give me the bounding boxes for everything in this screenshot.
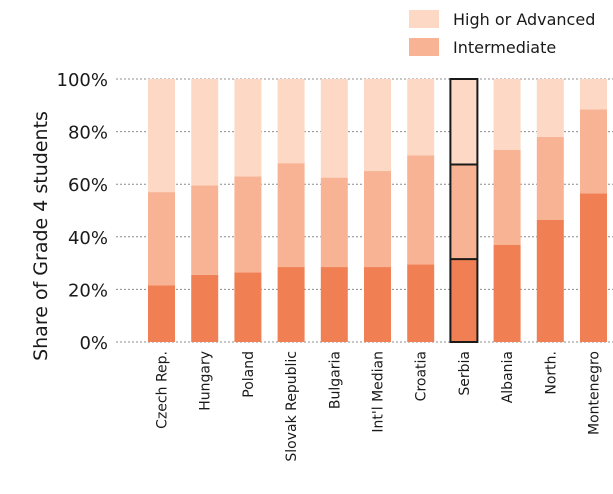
bar-segment-intermediate	[320, 177, 348, 268]
bar-segment-intermediate	[493, 150, 521, 245]
x-tick-label: Int'l Median	[371, 351, 387, 433]
bar-segment-low	[148, 285, 175, 342]
x-axis-labels: Czech Rep. Hungary Poland Slovak Republic Bu…	[155, 351, 603, 462]
bar-segment-low	[580, 193, 607, 342]
bar-segment-intermediate	[407, 155, 435, 265]
bar-segment-intermediate	[580, 109, 607, 194]
x-tick-label: Albania	[500, 351, 516, 403]
bar-segment-intermediate	[536, 136, 564, 220]
x-tick-label: Hungary	[198, 351, 214, 411]
x-tick-label: Croatia	[414, 351, 430, 401]
highlight	[449, 78, 479, 343]
y-tick-label: 80%	[68, 123, 108, 144]
bar-segment-high-or-advanced	[407, 79, 435, 156]
y-axis: 0% 20% 40% 60% 80% 100%	[57, 70, 108, 354]
legend: High or Advanced Intermediate	[409, 10, 595, 57]
bar-segment-intermediate	[450, 164, 478, 260]
x-tick-label: Montenegro	[587, 351, 603, 435]
y-tick-label: 0%	[79, 333, 108, 354]
highlight-outline	[449, 78, 479, 343]
x-tick-label: North.	[543, 351, 559, 395]
y-tick-label: 100%	[57, 70, 108, 91]
bar-segment-intermediate	[364, 171, 391, 268]
bar-segment-high-or-advanced	[191, 79, 219, 186]
bar-segment-intermediate	[191, 185, 219, 275]
y-tick-label: 40%	[68, 228, 108, 249]
x-tick-label: Bulgaria	[327, 351, 343, 409]
bars	[148, 79, 607, 342]
y-tick-label: 60%	[68, 175, 108, 196]
bar-segment-low	[536, 219, 564, 342]
bar-segment-high-or-advanced	[364, 79, 391, 172]
legend-label: High or Advanced	[453, 10, 595, 29]
legend-label: Intermediate	[453, 38, 556, 57]
bar-segment-low	[320, 267, 348, 342]
y-axis-title: Share of Grade 4 students	[30, 111, 52, 361]
legend-swatch	[409, 10, 439, 28]
x-tick-label: Poland	[241, 351, 257, 398]
y-tick-label: 20%	[68, 280, 108, 301]
bar-segment-intermediate	[234, 176, 262, 273]
x-tick-label: Slovak Republic	[284, 351, 300, 462]
bar-segment-high-or-advanced	[234, 79, 262, 177]
bar-segment-high-or-advanced	[493, 79, 521, 151]
bar-segment-low	[407, 264, 435, 342]
legend-swatch	[409, 38, 439, 56]
bar-segment-low	[234, 272, 262, 342]
bar-segment-high-or-advanced	[277, 79, 305, 164]
bar-segment-low	[277, 267, 305, 342]
bar-segment-low	[191, 274, 219, 342]
bar-segment-high-or-advanced	[148, 79, 175, 193]
bar-segment-high-or-advanced	[320, 79, 348, 178]
bar-segment-intermediate	[148, 192, 175, 286]
x-tick-label: Serbia	[457, 351, 473, 396]
bar-segment-low	[364, 267, 391, 342]
bar-segment-intermediate	[277, 163, 305, 268]
bar-segment-high-or-advanced	[580, 79, 607, 110]
bar-segment-low	[493, 244, 521, 342]
x-tick-label: Czech Rep.	[155, 351, 171, 429]
bar-segment-high-or-advanced	[450, 79, 478, 165]
bar-segment-low	[450, 259, 478, 342]
bar-segment-high-or-advanced	[536, 79, 564, 137]
